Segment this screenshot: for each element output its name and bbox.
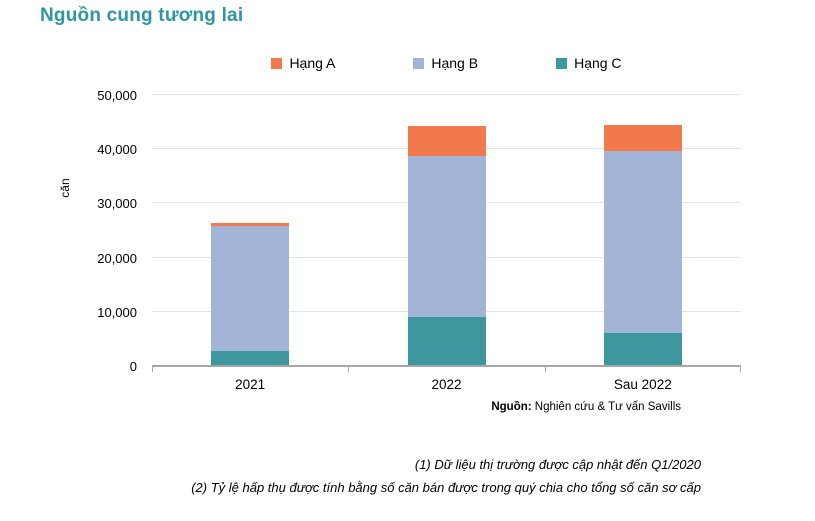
source-line: Nguồn: Nghiên cứu & Tư vấn Savills	[491, 401, 681, 413]
source-label: Nguồn:	[491, 401, 532, 413]
legend-label-hạng-a: Hạng A	[289, 55, 336, 71]
x-tick-label-2021: 2021	[235, 377, 266, 392]
legend-item-hạng-a: Hạng A	[271, 55, 335, 71]
bar-segment-hạng-c-sau-2022	[603, 333, 682, 365]
bar-segment-hạng-c-2021	[211, 351, 290, 365]
y-axis: 0 10,000 20,000 30,000 40,000 50,000	[55, 0, 137, 380]
chart-title: Nguồn cung tương lai	[40, 5, 244, 26]
bar-segment-hạng-b-2021	[211, 225, 290, 352]
y-tick-label: 10,000	[97, 304, 137, 320]
source-text: Nghiên cứu & Tư vấn Savills	[531, 401, 681, 413]
legend-swatch-hạng-b	[413, 57, 425, 69]
y-tick-label: 40,000	[97, 142, 137, 158]
x-tick-label-2022: 2022	[431, 377, 462, 392]
legend-item-hạng-b: Hạng B	[413, 55, 478, 71]
x-axis-tick	[152, 367, 153, 372]
bar-stack-2022	[407, 125, 486, 365]
bar-stack-2021	[211, 223, 290, 365]
footnote-1: (1) Dữ liệu thị trường được cập nhật đến…	[414, 457, 701, 472]
x-axis-tick	[544, 367, 546, 372]
bar-segment-hạng-c-2022	[407, 317, 486, 365]
legend-item-hạng-c: Hạng C	[556, 55, 622, 71]
footnote-2: (2) Tỷ lệ hấp thụ được tính bằng số căn …	[191, 480, 701, 495]
plot-area: 2021 2022 Sau 2022	[152, 94, 741, 392]
bar-segment-hạng-b-2022	[407, 155, 486, 318]
legend-swatch-hạng-a	[271, 57, 283, 69]
bar-segment-hạng-a-2022	[407, 125, 486, 156]
legend-swatch-hạng-c	[556, 57, 568, 69]
y-tick-label: 20,000	[97, 250, 137, 266]
x-axis-tick	[740, 367, 741, 372]
bar-segment-hạng-a-2021	[211, 223, 290, 226]
y-tick-label: 30,000	[97, 196, 137, 212]
gridline	[152, 94, 741, 95]
bar-stack-sau-2022	[603, 124, 682, 365]
bar-segment-hạng-b-sau-2022	[603, 151, 682, 334]
legend-label-hạng-b: Hạng B	[431, 55, 479, 71]
legend-label-hạng-c: Hạng C	[574, 55, 622, 71]
legend: Hạng A Hạng B Hạng C	[152, 55, 741, 71]
x-axis-tick	[348, 367, 350, 372]
bar-segment-hạng-a-sau-2022	[603, 124, 682, 152]
y-tick-label: 0	[129, 359, 137, 374]
y-tick-label: 50,000	[97, 88, 137, 103]
x-tick-label-sau-2022: Sau 2022	[613, 377, 672, 392]
